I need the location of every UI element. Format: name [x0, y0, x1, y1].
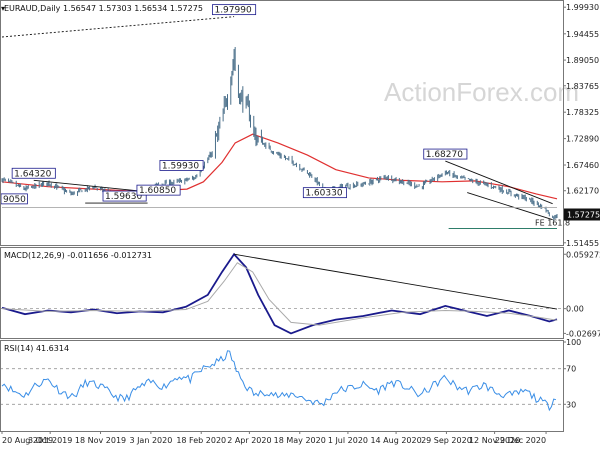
y-tick-label: 1.94455 [566, 30, 599, 39]
symbol-header: EURAUD,Daily 1.56547 1.57303 1.56534 1.5… [4, 4, 203, 13]
y-tick-label: 1.62170 [566, 187, 599, 196]
price-label-box [212, 4, 257, 16]
x-tick-label: 1 Jul 2020 [328, 436, 368, 445]
price-label-box [102, 190, 147, 202]
watermark: ActionForex.com [384, 77, 579, 107]
x-tick-label: 3 Jan 2020 [129, 436, 172, 445]
y-tick-label: -0.026978 [566, 329, 600, 338]
y-tick-label: 100 [566, 338, 581, 347]
collapse-arrow-icon[interactable]: ▾ [1, 4, 5, 13]
price-label-box [423, 148, 468, 160]
y-tick-label: 70 [566, 365, 576, 374]
price-label-box [159, 160, 204, 171]
price-label-box [11, 167, 56, 179]
x-tick-label: 18 Feb 2020 [176, 436, 226, 445]
y-tick-label: 0.00 [566, 305, 584, 314]
macd-panel: 0.059272 0.00 -0.026978 MACD(12,26,9) -0.0… [0, 250, 600, 338]
current-price-badge [564, 208, 600, 221]
price-label-box [302, 187, 347, 199]
price-label: 1.64320 [14, 169, 51, 179]
y-tick-label: 1.72890 [566, 135, 599, 144]
y-tick-label: 30 [566, 400, 576, 409]
price-label: 1.97990 [214, 6, 251, 16]
price-label: 1.60330 [305, 189, 342, 199]
y-tick-label: 1.51455 [566, 239, 599, 248]
x-tick-label: 18 May 2020 [274, 436, 326, 445]
signal-line [1, 262, 558, 326]
macd-header: MACD(12,26,9) -0.011656 -0.012731 [4, 251, 152, 260]
current-price-label: 1.57275 [567, 211, 600, 220]
x-tick-label: 29 Sep 2020 [421, 436, 472, 445]
x-tick-label: 14 Aug 2020 [370, 436, 421, 445]
price-label: 9050 [3, 195, 26, 205]
macd-trendline [233, 253, 558, 310]
trendline [33, 179, 140, 192]
price-label: 1.59930 [162, 161, 199, 171]
rsi-panel: 100 70 30 RSI(14) 41.6314 [0, 338, 581, 412]
y-tick-label: 1.89050 [566, 56, 599, 65]
macd-panel-frame [0, 247, 564, 339]
x-tick-label: 20 Aug 2019 [2, 436, 53, 445]
rsi-line [1, 350, 557, 412]
x-tick-label: 29 Dec 2020 [495, 436, 546, 445]
rsi-panel-frame [0, 340, 564, 432]
price-label-box [136, 184, 181, 196]
y-tick-label: 1.67460 [566, 161, 599, 170]
x-tick-label: 18 Nov 2019 [75, 436, 126, 445]
price-label: 1.68270 [426, 150, 463, 160]
y-tick-label: 0.059272 [566, 250, 600, 259]
trendline [1, 16, 235, 38]
fe-level-label: FE 161.8 [535, 218, 570, 227]
panel-frames [0, 0, 564, 432]
x-tick-label: 12 Nov 2020 [469, 436, 520, 445]
price-label: 1.60850 [139, 186, 176, 196]
y-tick-label: 1.78325 [566, 108, 599, 117]
x-tick-label: 2 Apr 2020 [227, 436, 271, 445]
rsi-header: RSI(14) 41.6314 [4, 344, 69, 353]
price-label: 1.59630 [105, 192, 142, 202]
macd-line [1, 252, 558, 335]
y-tick-label: 1.83765 [566, 82, 599, 91]
y-tick-label: 1.99930 [566, 3, 599, 12]
trendline [445, 160, 553, 205]
main-panel-frame [0, 0, 564, 246]
main-price-panel: ActionForex.com FE 161.8 1.97990 1.64320 1… [0, 3, 600, 248]
x-tick-label: 3 Oct 2019 [28, 436, 72, 445]
trendline [467, 192, 553, 221]
